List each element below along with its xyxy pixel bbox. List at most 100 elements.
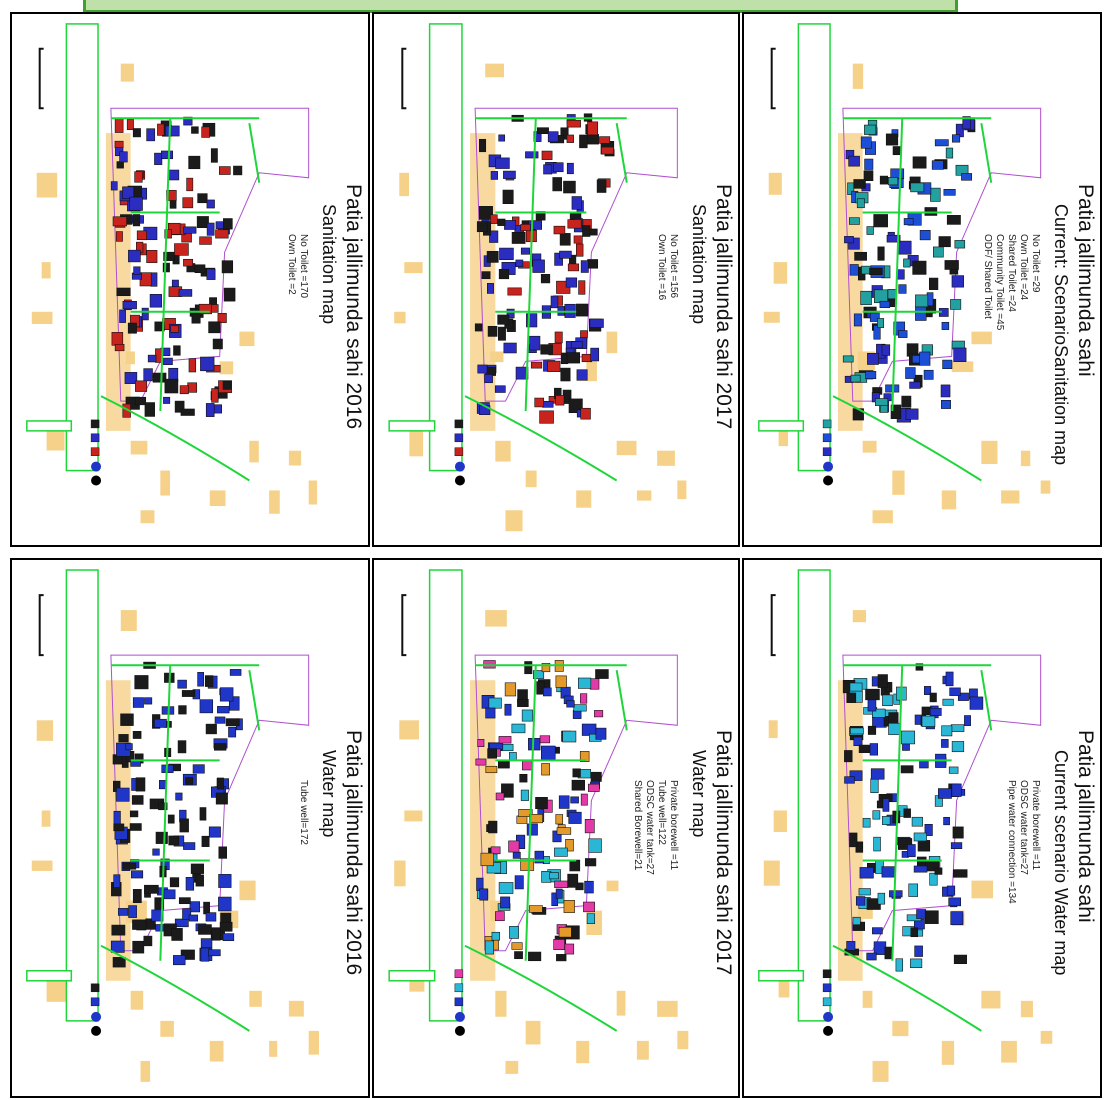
settlement-building <box>560 127 569 140</box>
settlement-building <box>865 371 877 380</box>
surrounding-building <box>1040 1030 1053 1044</box>
surrounding-buildings <box>31 63 318 524</box>
settlement-building <box>855 896 866 906</box>
settlement-building <box>560 367 571 382</box>
settlement-building <box>859 867 874 879</box>
map-title: Patia jallimunda sahi 2016 <box>342 730 365 976</box>
surrounding-building <box>394 860 406 887</box>
surrounding-building <box>586 361 597 382</box>
surrounding-building <box>404 810 423 822</box>
settlement-building <box>568 398 583 414</box>
settlement-building <box>216 777 224 790</box>
lane <box>100 944 250 1032</box>
settlement-building <box>504 682 517 697</box>
settlement-building <box>573 704 587 712</box>
settlement-building <box>219 687 234 702</box>
settlement-building <box>589 678 600 690</box>
settlement-building <box>938 788 952 799</box>
settlement-building <box>914 945 923 957</box>
surrounding-building <box>308 480 318 505</box>
settlement-building <box>503 170 516 179</box>
settlement-building <box>158 802 168 811</box>
settlement-building <box>879 300 891 308</box>
settlement-building <box>526 313 538 328</box>
settlement-building <box>562 730 577 743</box>
settlement-building <box>206 222 215 236</box>
settlement-building <box>497 218 506 226</box>
settlement-building <box>873 836 881 852</box>
settlement-building <box>853 736 863 747</box>
legend-swatch <box>90 997 100 1007</box>
settlement-building <box>565 839 574 852</box>
lane <box>524 665 537 961</box>
surrounding-building <box>399 172 410 197</box>
settlement-building <box>233 165 243 176</box>
settlement-building <box>222 380 232 390</box>
settlement-building <box>951 275 964 288</box>
map-stat: Tube well=172 <box>298 780 309 845</box>
settlement-building <box>476 221 488 233</box>
surrounding-building <box>288 1000 304 1017</box>
settlement-building <box>580 260 589 273</box>
settlement-building <box>178 705 187 715</box>
road-spur <box>388 970 436 982</box>
settlement-building <box>908 883 919 897</box>
scale-bar <box>38 47 44 110</box>
settlement-building <box>915 294 929 308</box>
settlement-building <box>132 889 142 904</box>
settlement-building <box>533 670 545 679</box>
surrounding-building <box>140 510 155 524</box>
surrounding-building <box>160 1020 174 1037</box>
settlement-building <box>905 408 919 420</box>
settlement-building <box>516 815 528 824</box>
surrounding-building <box>576 490 592 508</box>
settlement-building <box>900 730 916 745</box>
settlement-building <box>208 826 221 838</box>
settlement-building <box>534 397 545 408</box>
legend-swatch <box>454 997 464 1007</box>
settlement-building <box>213 404 223 414</box>
lane <box>248 123 261 183</box>
settlement-building <box>526 823 538 836</box>
settlement-building <box>543 687 552 697</box>
surrounding-building <box>971 880 994 899</box>
settlement-building <box>551 892 559 907</box>
settlement-building <box>122 301 137 310</box>
settlement-building <box>177 679 187 689</box>
settlement-building <box>183 258 194 267</box>
settlement-building <box>110 940 125 953</box>
settlement-building <box>185 877 195 891</box>
settlement-building <box>532 259 545 273</box>
settlement-building <box>132 214 141 227</box>
surrounding-building <box>892 470 905 495</box>
settlement-building <box>211 388 219 403</box>
settlement-building <box>586 134 599 145</box>
road-spur <box>26 970 73 982</box>
settlement-building <box>877 892 886 905</box>
settlement-building <box>195 874 204 887</box>
map-title: Patia jallimunda sahi 2017 <box>712 730 735 976</box>
surrounding-building <box>525 1020 541 1045</box>
map-stat: Private borewell =11 <box>668 780 679 871</box>
settlement-building <box>498 268 510 280</box>
settlement-building <box>200 938 213 948</box>
settlement-building <box>215 229 229 239</box>
surrounding-building <box>981 990 1001 1009</box>
map-panel-sanitation-2017: Patia jallimunda sahi 2017 Sanitation map… <box>372 12 740 547</box>
settlement-building <box>864 124 877 135</box>
settlement-building <box>179 385 189 395</box>
map-stat: Tube well=122 <box>656 780 667 845</box>
legend-symbol <box>454 461 465 472</box>
settlement-building <box>862 817 871 828</box>
settlement-building <box>114 140 124 148</box>
settlement-building <box>529 814 543 824</box>
settlement-building <box>942 698 954 706</box>
lane <box>248 670 261 731</box>
legend-swatch <box>454 447 464 456</box>
surrounding-building <box>657 1000 678 1017</box>
settlement-building <box>480 852 494 867</box>
settlement-building <box>949 687 961 696</box>
settlement-building <box>881 866 895 878</box>
settlement-building <box>941 739 949 748</box>
settlement-building <box>113 823 125 832</box>
